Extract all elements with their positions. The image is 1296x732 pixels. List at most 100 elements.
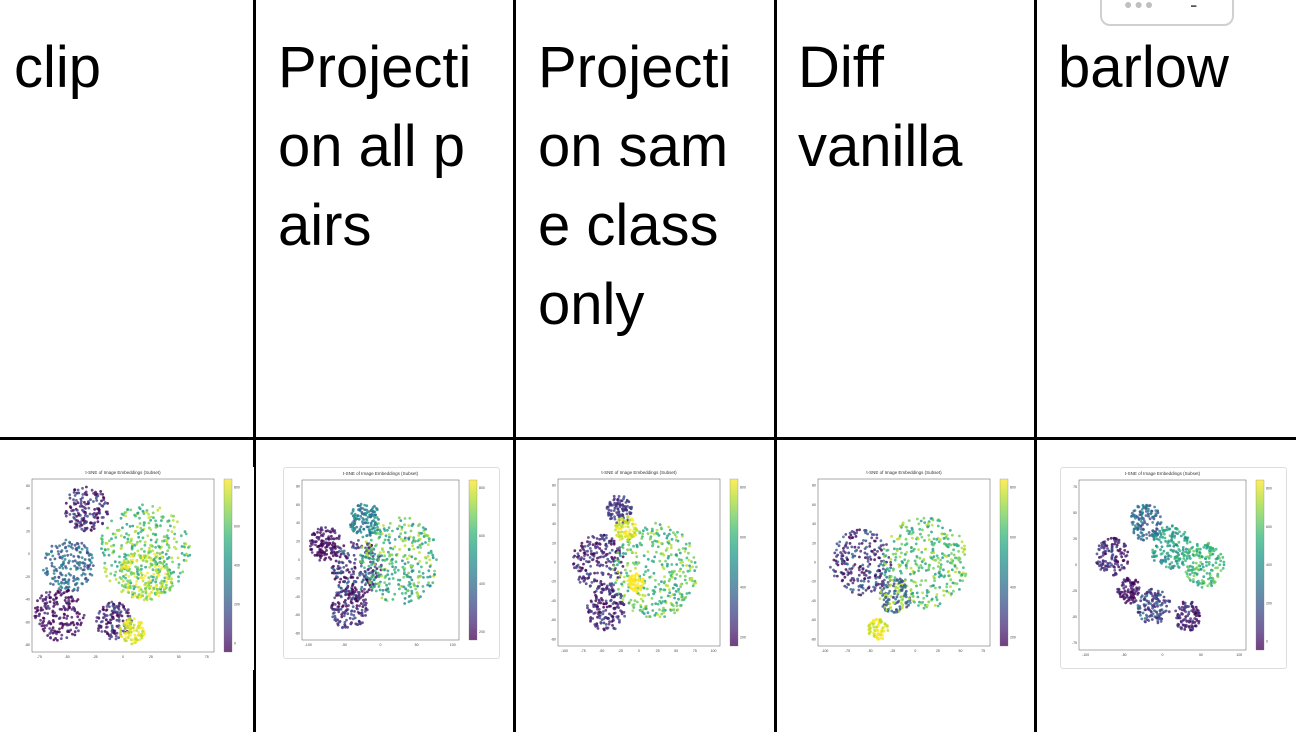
scatter-point [608,551,612,555]
scatter-point [110,629,114,633]
scatter-point [627,601,631,605]
colorbar-tick-label: 400 [1010,586,1016,590]
scatter-point [96,494,100,498]
scatter-point [1184,536,1187,540]
scatter-point [907,597,911,601]
scatter-point [126,582,130,586]
scatter-point [683,574,687,578]
scatter-point [934,558,937,562]
scatter-point [154,545,158,549]
scatter-point [1132,600,1135,604]
scatter-point [1208,582,1212,586]
scatter-point [1129,598,1132,601]
scatter-point [73,494,77,497]
scatter-point [938,602,942,605]
scatter-point [877,564,881,568]
scatter-point [600,583,604,586]
scatter-point [134,565,137,569]
scatter-point [403,602,407,605]
scatter-point [850,545,854,549]
scatter-point [611,567,615,571]
scatter-point [864,539,868,543]
scatter-point [594,542,598,546]
scatter-point [864,574,868,577]
scatter-point [388,562,392,566]
scatter-point [936,556,940,560]
scatter-point [147,516,151,519]
scatter-point [347,589,350,593]
scatter-point [118,555,121,558]
scatter-point [615,578,619,582]
scatter-point [1208,573,1212,577]
scatter-point [39,596,42,600]
scatter-point [614,504,618,507]
scatter-point [1145,613,1148,617]
scatter-point [403,517,407,520]
scatter-point [128,628,132,632]
scatter-point [332,567,335,571]
scatter-point [942,568,945,572]
scatter-point [409,599,413,603]
scatter-point [1181,619,1185,622]
scatter-point [183,530,187,533]
scatter-point [117,603,121,607]
scatter-point [901,598,905,601]
scatter-point [620,537,624,541]
scatter-point [331,527,334,531]
scatter-point [73,488,76,492]
scatter-point [1197,564,1201,568]
scatter-point [650,597,654,600]
scatter-point [1185,547,1188,551]
scatter-point [948,529,952,532]
scatter-point [1198,551,1201,554]
scatter-point [95,616,99,619]
scatter-point [155,571,159,574]
scatter-point [860,571,864,574]
scatter-point [120,590,124,594]
scatter-point [629,598,633,602]
scatter-point [619,592,622,596]
scatter-point [678,551,682,555]
scatter-point [83,565,86,568]
scatter-point [677,558,681,561]
scatter-point [52,620,55,624]
scatter-point [329,530,333,534]
scatter-point [1179,534,1183,538]
scatter-point [1191,561,1195,565]
scatter-point [892,540,896,543]
scatter-point [161,539,164,543]
scatter-point [1216,556,1219,560]
scatter-point [1178,549,1182,553]
scatter-point [333,603,337,606]
scatter-point [1171,530,1175,534]
scatter-point [1149,602,1152,605]
scatter-point [934,595,938,599]
floating-toolbar[interactable]: ●●● - [1100,0,1234,26]
scatter-point [154,525,158,529]
scatter-point [52,605,55,608]
scatter-point [72,579,75,583]
minimize-icon[interactable]: - [1190,0,1198,17]
scatter-point [149,528,153,532]
scatter-point [1160,526,1164,530]
scatter-point [344,576,347,580]
scatter-point [673,577,677,580]
scatter-point [626,525,630,529]
scatter-point [597,598,601,602]
scatter-point [70,621,73,625]
scatter-point [1155,616,1158,620]
scatter-point [619,609,622,612]
scatter-point [1190,609,1194,613]
header-cell-projection-all-pairs: Projection all pairs [258,0,513,437]
scatter-point [134,583,138,586]
scatter-point [105,574,109,578]
scatter-point [1146,607,1150,611]
scatter-point [336,545,340,549]
scatter-point [124,573,128,577]
scatter-point [96,516,100,520]
scatter-point [316,551,320,554]
plot-title: t-SNE of Image Embeddings (Subset) [85,470,161,475]
scatter-point [402,575,406,579]
scatter-point [1145,536,1149,540]
more-options-icon[interactable]: ●●● [1124,0,1156,12]
